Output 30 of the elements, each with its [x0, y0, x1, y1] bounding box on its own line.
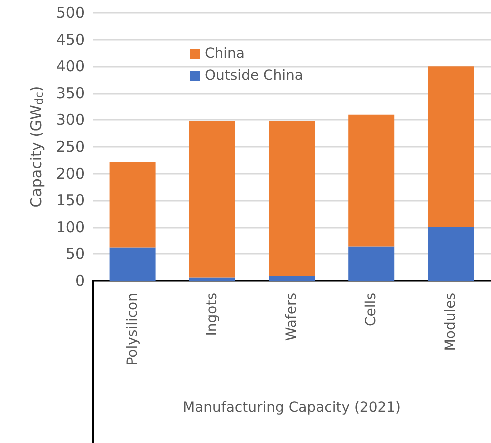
y-tick-label: 200 [56, 164, 85, 183]
bar [269, 276, 315, 281]
y-tick-label: 450 [56, 30, 85, 49]
bar [348, 246, 395, 281]
y-tick-label: 500 [56, 4, 85, 22]
x-tick-label: Modules [443, 293, 460, 352]
y-tick-label: 400 [56, 58, 85, 76]
x-tick-label: Polysilicon [124, 293, 141, 366]
y-tick-label: 100 [56, 218, 85, 236]
y-tick-label: 150 [56, 192, 85, 210]
bar [110, 248, 156, 281]
bar [428, 66, 474, 228]
bar [189, 278, 236, 281]
x-tick-label: Ingots [204, 293, 220, 336]
bar [428, 227, 474, 281]
legend-label: China [205, 46, 245, 62]
bar [269, 121, 315, 276]
y-tick-label: 300 [56, 111, 85, 130]
y-tick-label: 250 [56, 138, 85, 156]
bar [189, 121, 236, 278]
legend-label: Outside China [205, 68, 304, 84]
bar [348, 114, 395, 247]
x-tick-label: Cells [364, 293, 380, 326]
x-tick-label: Wafers [284, 293, 300, 342]
y-axis-title: Capacity (GWdc) [28, 86, 46, 208]
y-tick-label: 50 [66, 245, 85, 264]
y-tick-label: 0 [75, 272, 85, 290]
y-tick-label: 350 [56, 84, 85, 102]
bar [110, 162, 156, 248]
x-axis-title: Manufacturing Capacity (2021) [182, 400, 402, 416]
